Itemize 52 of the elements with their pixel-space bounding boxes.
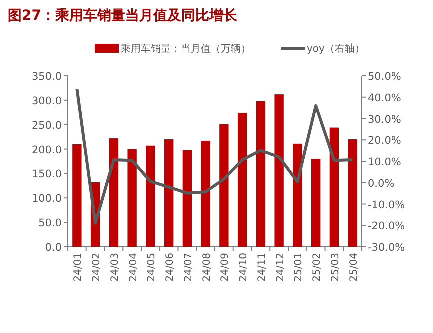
y2-tick-label: 10.0% xyxy=(368,156,402,168)
y2-tick-label: 20.0% xyxy=(368,135,402,148)
y2-tick-label: -10.0% xyxy=(368,199,406,212)
y-tick-label: 100.0 xyxy=(32,193,62,206)
x-tick-label: 24/04 xyxy=(128,253,140,282)
y2-tick-label: 30.0% xyxy=(368,114,402,126)
bar xyxy=(128,149,137,247)
x-tick-label: 24/11 xyxy=(256,253,268,282)
bar xyxy=(330,128,340,247)
bar xyxy=(164,140,174,247)
y2-tick-label: -30.0% xyxy=(368,242,406,254)
legend-label: 乘用车销量：当月值（万辆） xyxy=(121,43,251,55)
y-tick-label: 50.0 xyxy=(38,218,62,230)
bar xyxy=(238,113,248,247)
bar xyxy=(311,159,321,247)
bar xyxy=(201,140,210,247)
x-tick-label: 24/06 xyxy=(165,253,176,282)
bar xyxy=(293,144,302,247)
x-tick-label: 24/03 xyxy=(110,253,121,282)
line-series xyxy=(76,88,354,225)
x-tick-label: 24/07 xyxy=(183,253,194,282)
bar xyxy=(274,94,284,247)
x-tick-label: 25/04 xyxy=(348,253,360,282)
bar xyxy=(256,101,266,247)
bar xyxy=(109,138,119,247)
legend-label: yoy（右轴） xyxy=(307,43,365,55)
bar xyxy=(348,140,358,247)
y-tick-label: 350.0 xyxy=(32,71,62,83)
bar xyxy=(220,124,229,247)
y-tick-label: 150.0 xyxy=(32,168,62,181)
x-tick-label: 24/08 xyxy=(202,253,213,282)
bar xyxy=(72,144,82,247)
x-tick-label: 24/05 xyxy=(146,253,158,282)
x-tick-label: 24/10 xyxy=(238,253,250,282)
x-tick-label: 25/03 xyxy=(330,253,342,282)
x-tick-label: 24/01 xyxy=(73,253,84,282)
x-tick-label: 25/02 xyxy=(312,253,324,282)
y-tick-label: 0.0 xyxy=(45,242,62,254)
y2-tick-label: 50.0% xyxy=(368,71,402,83)
y-tick-label: 200.0 xyxy=(32,144,62,156)
bar xyxy=(146,146,156,247)
bar xyxy=(182,150,192,247)
y2-tick-label: 0.0% xyxy=(368,178,395,190)
y-tick-label: 250.0 xyxy=(32,120,62,132)
chart-title: 图27：乘用车销量当月值及同比增长 xyxy=(8,7,238,24)
y-tick-label: 300.0 xyxy=(32,95,62,108)
x-tick-label: 24/09 xyxy=(220,253,232,282)
x-tick-label: 24/12 xyxy=(275,253,286,282)
x-tick-label: 24/02 xyxy=(92,253,103,282)
y2-tick-label: -20.0% xyxy=(368,220,406,233)
y2-tick-label: 40.0% xyxy=(368,92,402,104)
x-tick-label: 25/01 xyxy=(294,253,305,282)
